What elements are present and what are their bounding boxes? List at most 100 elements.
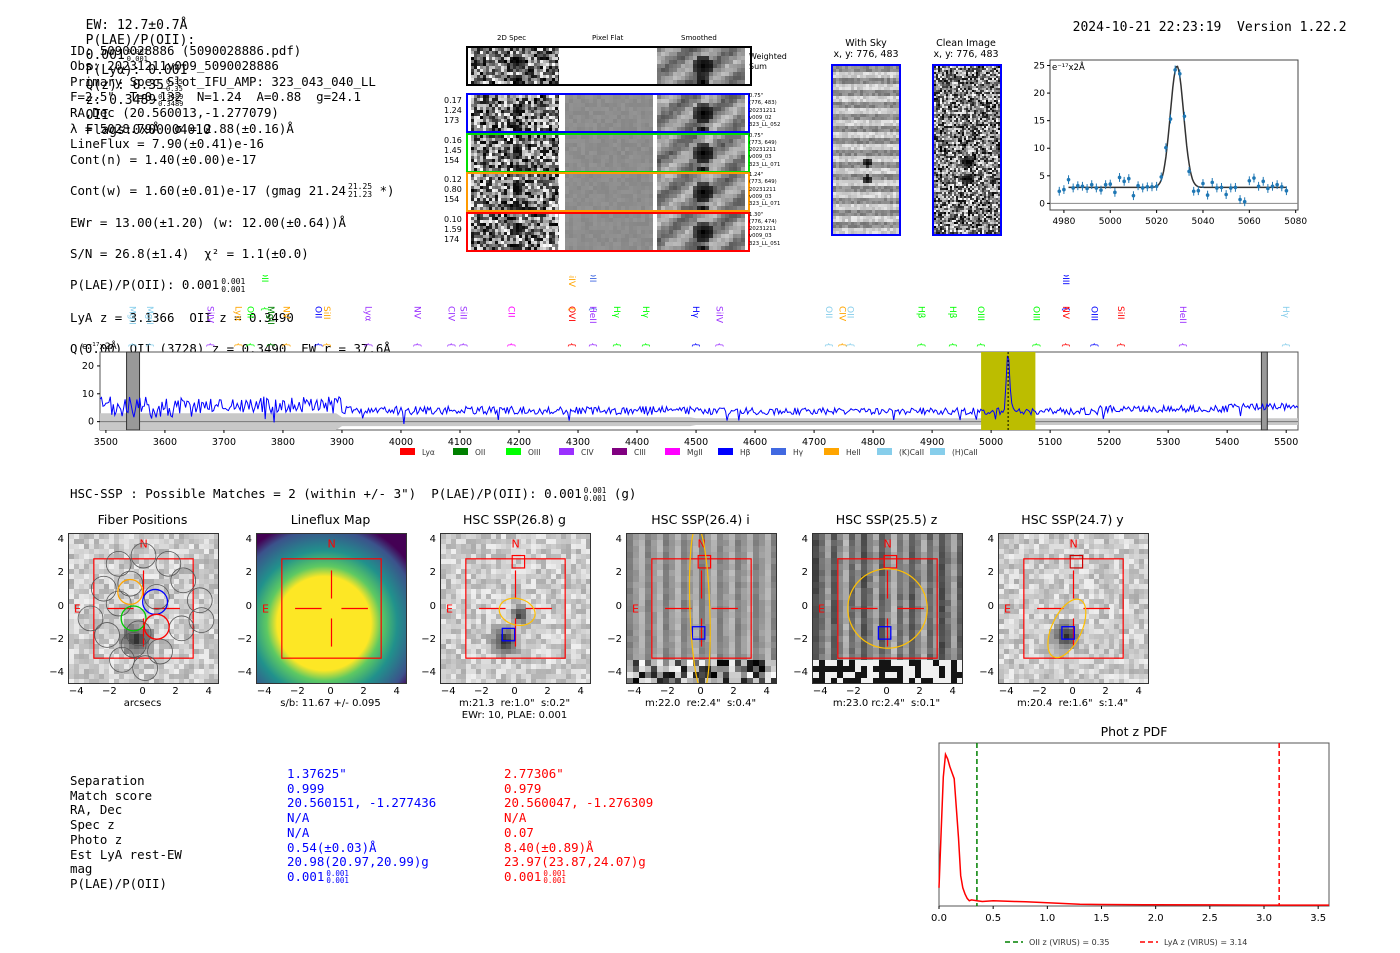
pixel xyxy=(189,564,194,569)
cutout-row[interactable] xyxy=(466,93,750,133)
pixel xyxy=(556,629,561,634)
pixel xyxy=(861,660,867,666)
pixel xyxy=(657,540,663,546)
pixel xyxy=(526,579,531,584)
line-label-text: OII xyxy=(244,306,254,318)
pixel xyxy=(675,612,681,618)
legend-swatch xyxy=(400,448,415,455)
pixel xyxy=(1034,614,1039,619)
pixel xyxy=(633,582,639,588)
pixel xyxy=(663,576,669,582)
pixel xyxy=(1089,604,1094,609)
pixel xyxy=(885,612,891,618)
pixel xyxy=(1074,549,1079,554)
pixel xyxy=(466,624,471,629)
pixel xyxy=(765,630,771,636)
pixel xyxy=(169,589,174,594)
pixel xyxy=(79,564,84,569)
pixel xyxy=(511,669,516,674)
pixel xyxy=(576,629,581,634)
pixel xyxy=(1079,569,1084,574)
pixel xyxy=(951,642,957,648)
y-tick-label: −2 xyxy=(237,633,252,645)
match-box-red xyxy=(1069,554,1084,569)
pixel xyxy=(753,624,759,630)
cutout-row[interactable] xyxy=(466,211,750,252)
pixel xyxy=(651,678,657,683)
pixel xyxy=(89,644,94,649)
pixel xyxy=(657,564,663,570)
pixel xyxy=(441,624,446,629)
pixel xyxy=(586,669,590,674)
pixel xyxy=(1034,639,1039,644)
pixel xyxy=(1009,624,1014,629)
pixel xyxy=(561,564,566,569)
pixel xyxy=(581,679,586,683)
pixel xyxy=(1099,619,1104,624)
pixel xyxy=(74,644,79,649)
emission-line-label: MgII{ xyxy=(126,306,136,348)
pixel xyxy=(89,594,94,599)
cutout-row[interactable] xyxy=(466,172,750,212)
pixel xyxy=(511,574,516,579)
pixel xyxy=(1054,659,1059,664)
pixel xyxy=(759,678,765,683)
pixel xyxy=(134,539,139,544)
pixel xyxy=(711,588,717,594)
y-tick-label: −4 xyxy=(49,666,64,678)
pixel xyxy=(139,609,144,614)
pixel xyxy=(645,588,651,594)
pixel xyxy=(747,564,753,570)
pixel xyxy=(1084,539,1089,544)
pixel xyxy=(717,672,723,678)
pixel xyxy=(1074,629,1079,634)
pixel xyxy=(456,634,461,639)
pixel xyxy=(879,618,885,624)
pixel xyxy=(1049,614,1054,619)
pixel xyxy=(951,678,957,683)
pixel xyxy=(546,659,551,664)
pixel xyxy=(687,666,693,672)
pixel xyxy=(89,554,94,559)
pixel xyxy=(1079,659,1084,664)
pixel xyxy=(729,630,735,636)
pixel xyxy=(1034,674,1039,679)
pixel xyxy=(1144,569,1148,574)
clean-image[interactable] xyxy=(932,64,1002,236)
pixel xyxy=(867,594,873,600)
pixel xyxy=(957,606,962,612)
pixel xyxy=(184,554,189,559)
pixel xyxy=(129,614,134,619)
weighted-sum-row[interactable] xyxy=(466,46,752,86)
pixel xyxy=(461,599,466,604)
pixel xyxy=(1059,639,1064,644)
pixel xyxy=(571,664,576,669)
pixel xyxy=(849,618,855,624)
pixel xyxy=(159,569,164,574)
pixel xyxy=(1039,664,1044,669)
pixel xyxy=(1064,564,1069,569)
y-tick-label: 0 xyxy=(88,417,94,428)
pixel xyxy=(531,574,536,579)
pixel xyxy=(546,589,551,594)
pixel xyxy=(1119,639,1124,644)
pixel xyxy=(486,599,491,604)
pixel xyxy=(819,588,825,594)
pixel xyxy=(933,672,939,678)
pixel xyxy=(1084,604,1089,609)
cutout-2dspec-image xyxy=(471,174,561,210)
cutout-row[interactable] xyxy=(466,132,750,173)
line-label-text: MgII xyxy=(144,306,154,325)
pixel xyxy=(1104,654,1109,659)
pixel xyxy=(1059,644,1064,649)
pixel xyxy=(546,549,551,554)
pixel xyxy=(669,552,675,558)
with-sky-image[interactable] xyxy=(831,64,901,236)
data-point xyxy=(1238,197,1242,202)
